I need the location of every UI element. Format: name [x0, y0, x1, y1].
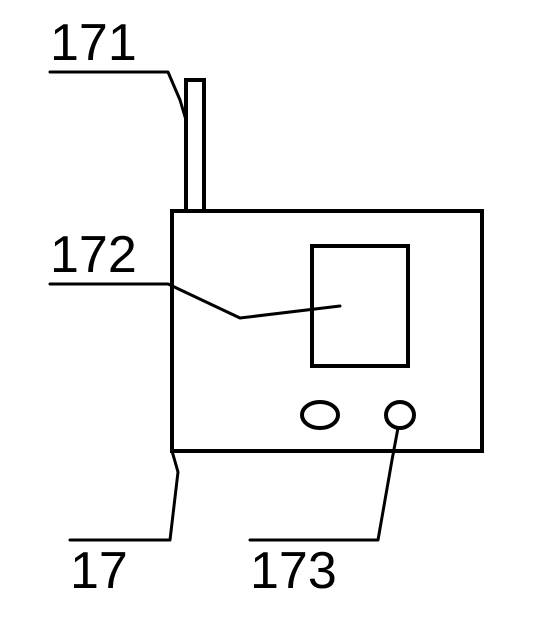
leader-17: [70, 451, 178, 540]
leader-171: [50, 72, 186, 120]
antenna: [186, 80, 204, 211]
label-17: 17: [70, 542, 128, 600]
label-173: 173: [250, 542, 337, 600]
leader-172: [50, 284, 340, 318]
leader-173: [250, 428, 398, 540]
diagram-canvas: 171 172 17 173: [0, 0, 544, 621]
label-171: 171: [50, 14, 137, 72]
button-right: [386, 402, 414, 428]
label-172: 172: [50, 226, 137, 284]
button-left: [302, 402, 338, 428]
screen: [312, 246, 408, 366]
